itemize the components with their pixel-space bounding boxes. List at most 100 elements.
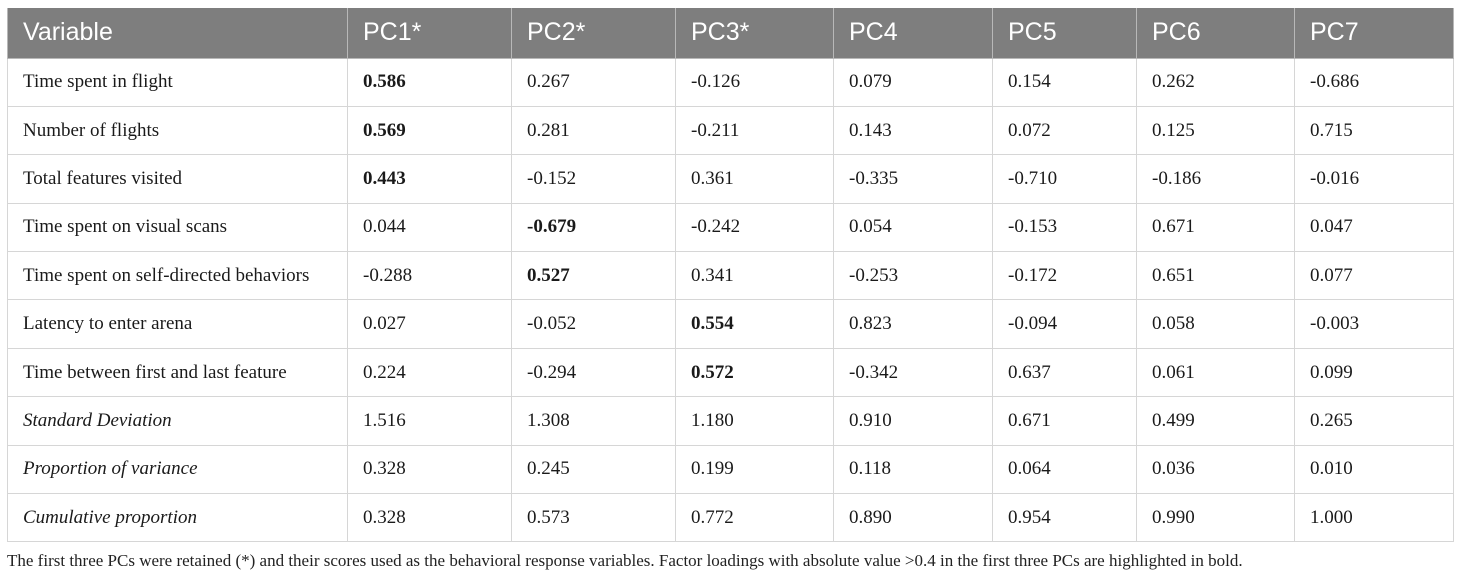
table-cell: 0.569 <box>347 105 512 156</box>
table-cell: -0.003 <box>1294 299 1454 349</box>
table-cell: 1.516 <box>347 396 512 446</box>
table-cell: -0.153 <box>992 202 1137 253</box>
table-cell: 0.671 <box>1136 202 1295 253</box>
column-header-pc3: PC3* <box>675 8 834 59</box>
table-cell: -0.126 <box>675 57 834 107</box>
table-cell: 0.637 <box>992 347 1137 398</box>
row-label: Time spent on visual scans <box>7 202 348 253</box>
table-cell: 0.061 <box>1136 347 1295 398</box>
table-cell: 0.027 <box>347 299 512 349</box>
table-cell: 0.328 <box>347 493 512 543</box>
row-label: Proportion of variance <box>7 444 348 495</box>
table-cell: -0.288 <box>347 251 512 301</box>
column-header-pc6: PC6 <box>1136 8 1295 59</box>
table-cell: 0.823 <box>833 299 993 349</box>
table-cell: 0.715 <box>1294 105 1454 156</box>
table-cell: 0.772 <box>675 493 834 543</box>
table-cell: 0.573 <box>511 493 676 543</box>
table-cell: 0.224 <box>347 347 512 398</box>
table-cell: 0.058 <box>1136 299 1295 349</box>
table-cell: 0.265 <box>1294 396 1454 446</box>
table-row: Time spent on self-directed behaviors -0.… <box>7 251 1454 301</box>
row-label: Time between first and last feature <box>7 347 348 398</box>
table-cell: 0.072 <box>992 105 1137 156</box>
table-cell: 0.671 <box>992 396 1137 446</box>
row-label: Time spent in flight <box>7 57 348 107</box>
table-cell: -0.342 <box>833 347 993 398</box>
table-cell: 0.245 <box>511 444 676 495</box>
table-cell: -0.679 <box>511 202 676 253</box>
table-cell: -0.253 <box>833 251 993 301</box>
table-cell: -0.172 <box>992 251 1137 301</box>
column-header-pc7: PC7 <box>1294 8 1454 59</box>
table-cell: 0.443 <box>347 154 512 204</box>
table-cell: 0.047 <box>1294 202 1454 253</box>
table-cell: -0.686 <box>1294 57 1454 107</box>
table-cell: 0.361 <box>675 154 834 204</box>
table-cell: -0.016 <box>1294 154 1454 204</box>
table-body: Time spent in flight 0.586 0.267 -0.126 0.07… <box>7 57 1454 543</box>
table-cell: -0.052 <box>511 299 676 349</box>
table-cell: -0.152 <box>511 154 676 204</box>
table-row: Total features visited 0.443 -0.152 0.361 -0… <box>7 154 1454 204</box>
table-cell: 0.990 <box>1136 493 1295 543</box>
table-cell: 0.281 <box>511 105 676 156</box>
column-header-pc5: PC5 <box>992 8 1137 59</box>
row-label: Cumulative proportion <box>7 493 348 543</box>
column-header-pc4: PC4 <box>833 8 993 59</box>
row-label: Total features visited <box>7 154 348 204</box>
table-cell: 0.341 <box>675 251 834 301</box>
table-cell: -0.186 <box>1136 154 1295 204</box>
row-label: Number of flights <box>7 105 348 156</box>
table-cell: 0.267 <box>511 57 676 107</box>
table-cell: 0.910 <box>833 396 993 446</box>
table-cell: 0.036 <box>1136 444 1295 495</box>
table-cell: 1.308 <box>511 396 676 446</box>
table-cell: -0.335 <box>833 154 993 204</box>
table-cell: 0.890 <box>833 493 993 543</box>
table-footnote: The first three PCs were retained (*) an… <box>7 551 1243 570</box>
column-header-pc1: PC1* <box>347 8 512 59</box>
table-cell: 0.079 <box>833 57 993 107</box>
table-cell: 0.099 <box>1294 347 1454 398</box>
row-label: Latency to enter arena <box>7 299 348 349</box>
table-row: Time spent in flight 0.586 0.267 -0.126 0.07… <box>7 57 1454 107</box>
row-label: Standard Deviation <box>7 396 348 446</box>
table-row: Latency to enter arena 0.027 -0.052 0.554 0.… <box>7 299 1454 349</box>
table-row: Time between first and last feature 0.224… <box>7 347 1454 398</box>
table-header: Variable PC1* PC2* PC3* PC4 PC5 PC6 PC7 <box>7 8 1454 59</box>
row-label: Time spent on self-directed behaviors <box>7 251 348 301</box>
table-cell: 0.328 <box>347 444 512 495</box>
table-cell: 1.180 <box>675 396 834 446</box>
table-cell: 1.000 <box>1294 493 1454 543</box>
table-cell: 0.044 <box>347 202 512 253</box>
table-cell: 0.010 <box>1294 444 1454 495</box>
table-cell: 0.054 <box>833 202 993 253</box>
table-cell: 0.154 <box>992 57 1137 107</box>
table-cell: 0.586 <box>347 57 512 107</box>
table-cell: 0.527 <box>511 251 676 301</box>
table-row: Cumulative proportion 0.328 0.573 0.772 0.89… <box>7 493 1454 543</box>
table-cell: 0.651 <box>1136 251 1295 301</box>
pca-loadings-table: Variable PC1* PC2* PC3* PC4 PC5 PC6 PC7 Time sp… <box>7 8 1454 543</box>
pca-loadings-table-container: Variable PC1* PC2* PC3* PC4 PC5 PC6 PC7 Time sp… <box>7 8 1454 543</box>
header-row: Variable PC1* PC2* PC3* PC4 PC5 PC6 PC7 <box>7 8 1454 59</box>
table-row: Number of flights 0.569 0.281 -0.211 0.143 0.… <box>7 105 1454 156</box>
table-row: Standard Deviation 1.516 1.308 1.180 0.910 0.… <box>7 396 1454 446</box>
table-cell: 0.143 <box>833 105 993 156</box>
table-cell: -0.710 <box>992 154 1137 204</box>
table-cell: 0.118 <box>833 444 993 495</box>
table-row: Proportion of variance 0.328 0.245 0.199 0.1… <box>7 444 1454 495</box>
table-cell: -0.094 <box>992 299 1137 349</box>
table-cell: 0.262 <box>1136 57 1295 107</box>
table-cell: 0.199 <box>675 444 834 495</box>
table-cell: 0.499 <box>1136 396 1295 446</box>
table-row: Time spent on visual scans 0.044 -0.679 -0.… <box>7 202 1454 253</box>
table-cell: 0.572 <box>675 347 834 398</box>
table-cell: -0.294 <box>511 347 676 398</box>
table-cell: 0.954 <box>992 493 1137 543</box>
table-cell: 0.064 <box>992 444 1137 495</box>
table-cell: 0.125 <box>1136 105 1295 156</box>
table-cell: -0.211 <box>675 105 834 156</box>
column-header-pc2: PC2* <box>511 8 676 59</box>
